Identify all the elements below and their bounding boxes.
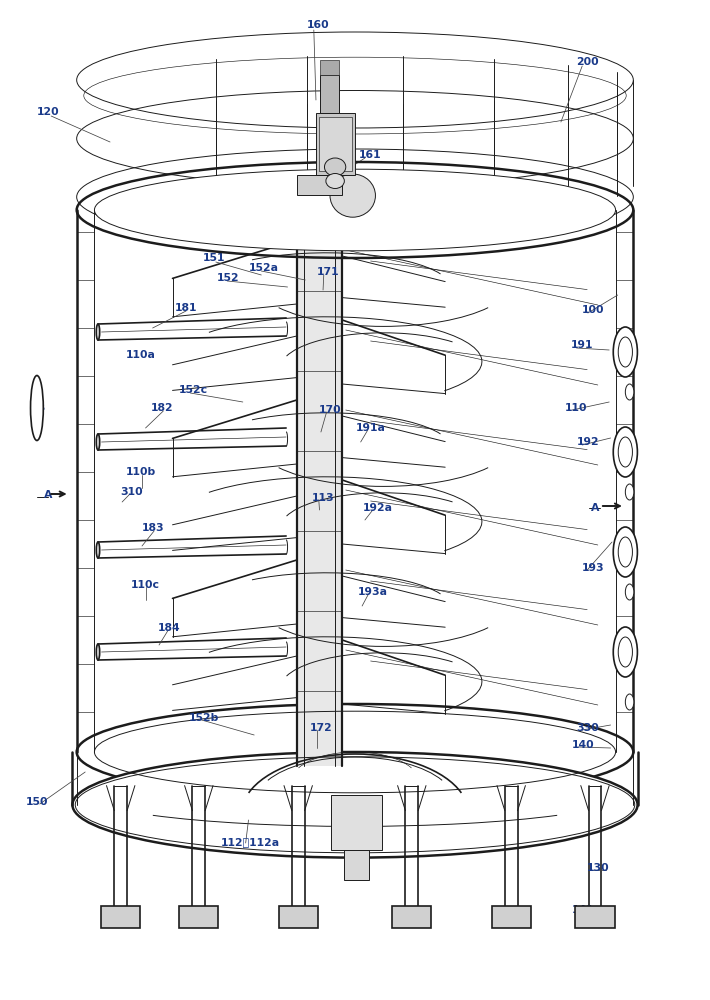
Text: 200: 200: [577, 57, 599, 67]
Text: 172: 172: [310, 723, 332, 733]
Text: 111、111a: 111、111a: [555, 203, 613, 213]
Text: A: A: [591, 503, 599, 513]
Ellipse shape: [626, 384, 634, 400]
Bar: [297, 196, 342, 766]
Bar: [320, 75, 339, 113]
Text: 193: 193: [581, 563, 604, 573]
Ellipse shape: [618, 337, 633, 367]
Ellipse shape: [31, 375, 43, 440]
Text: 112、112a: 112、112a: [220, 837, 280, 847]
Ellipse shape: [613, 427, 638, 477]
Text: 100: 100: [581, 305, 604, 315]
Text: 152: 152: [217, 273, 240, 283]
Bar: [278, 906, 317, 928]
Bar: [102, 906, 141, 928]
Ellipse shape: [618, 437, 633, 467]
Bar: [344, 850, 369, 880]
Text: 160: 160: [307, 20, 329, 30]
Text: 140: 140: [572, 740, 595, 750]
Ellipse shape: [613, 327, 638, 377]
Bar: [297, 175, 342, 195]
Text: 120: 120: [37, 107, 60, 117]
Text: 183: 183: [141, 523, 164, 533]
Bar: [491, 906, 531, 928]
Text: 170: 170: [319, 405, 342, 415]
Text: 191: 191: [571, 340, 594, 350]
Ellipse shape: [94, 169, 616, 251]
Ellipse shape: [326, 173, 344, 188]
Bar: [319, 117, 352, 171]
Text: 191a: 191a: [356, 423, 386, 433]
Bar: [179, 906, 219, 928]
Text: 181: 181: [175, 303, 197, 313]
Text: 192a: 192a: [363, 503, 393, 513]
Text: 152c: 152c: [178, 385, 208, 395]
Ellipse shape: [613, 627, 638, 677]
Bar: [316, 113, 355, 175]
Text: 161: 161: [359, 150, 382, 160]
Text: A: A: [44, 490, 53, 500]
Text: 151: 151: [203, 253, 226, 263]
Text: 330: 330: [577, 723, 599, 733]
Ellipse shape: [77, 704, 633, 800]
Ellipse shape: [72, 752, 638, 858]
Text: 152b: 152b: [190, 713, 219, 723]
Ellipse shape: [97, 324, 99, 340]
Text: 113: 113: [312, 493, 334, 503]
Text: 110c: 110c: [131, 580, 160, 590]
Text: 130: 130: [586, 863, 609, 873]
Ellipse shape: [613, 527, 638, 577]
Ellipse shape: [626, 484, 634, 500]
Text: 182: 182: [151, 403, 173, 413]
Text: 141: 141: [572, 905, 595, 915]
Text: 184: 184: [158, 623, 180, 633]
Text: 171: 171: [317, 267, 339, 277]
Text: 192: 192: [577, 437, 599, 447]
Ellipse shape: [626, 694, 634, 710]
Text: 110a: 110a: [126, 350, 155, 360]
Bar: [392, 906, 432, 928]
Bar: [331, 795, 382, 850]
Text: 150: 150: [26, 797, 48, 807]
Ellipse shape: [330, 174, 376, 217]
Ellipse shape: [626, 584, 634, 600]
Text: 110b: 110b: [126, 467, 155, 477]
Ellipse shape: [97, 434, 99, 450]
Bar: [576, 906, 615, 928]
Text: 152a: 152a: [249, 263, 279, 273]
Text: 193a: 193a: [358, 587, 388, 597]
Ellipse shape: [618, 537, 633, 567]
Text: 110: 110: [565, 403, 588, 413]
Text: 310: 310: [120, 487, 143, 497]
Ellipse shape: [324, 158, 346, 176]
Ellipse shape: [97, 644, 99, 660]
Ellipse shape: [618, 637, 633, 667]
Bar: [320, 60, 339, 75]
Ellipse shape: [97, 542, 99, 558]
Text: B: B: [37, 403, 45, 413]
